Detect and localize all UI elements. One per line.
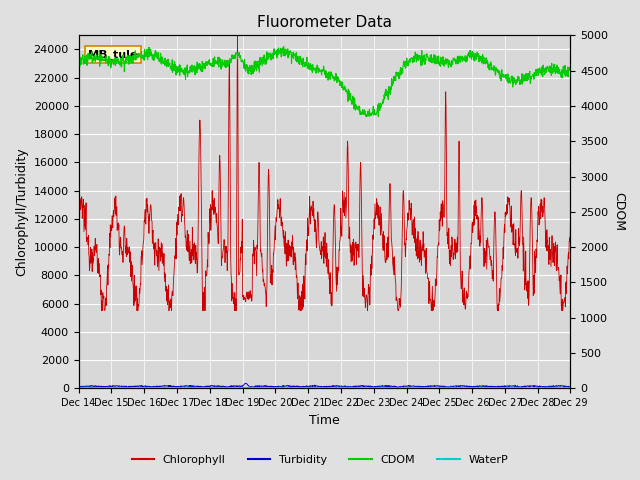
Title: Fluorometer Data: Fluorometer Data [257,15,392,30]
Y-axis label: CDOM: CDOM [612,192,625,231]
Legend: Chlorophyll, Turbidity, CDOM, WaterP: Chlorophyll, Turbidity, CDOM, WaterP [127,451,513,469]
X-axis label: Time: Time [309,414,340,427]
Y-axis label: Chlorophyll/Turbidity: Chlorophyll/Turbidity [15,147,28,276]
Text: MB_tule: MB_tule [88,49,138,60]
